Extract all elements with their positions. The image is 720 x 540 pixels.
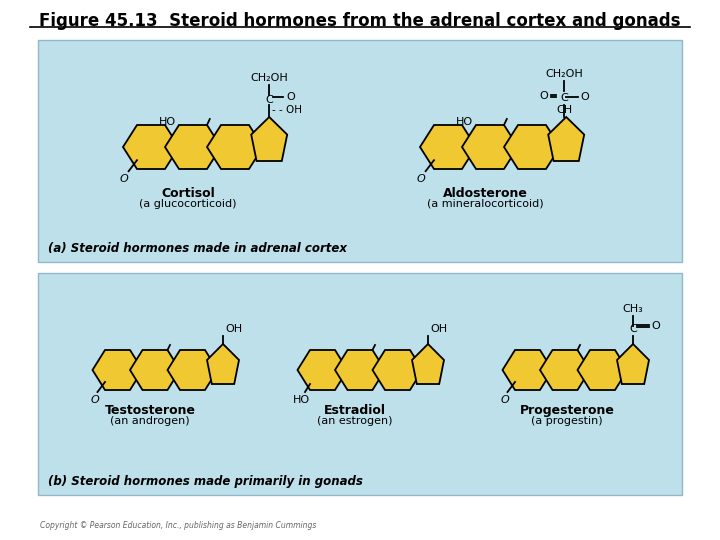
Text: (a mineralocorticoid): (a mineralocorticoid) <box>427 199 544 209</box>
Text: O: O <box>91 395 99 405</box>
Polygon shape <box>123 125 179 169</box>
Text: CH₂OH: CH₂OH <box>251 73 288 83</box>
Polygon shape <box>504 125 560 169</box>
Polygon shape <box>462 125 518 169</box>
Text: Testosterone: Testosterone <box>104 404 196 417</box>
Text: O: O <box>500 395 509 405</box>
Text: - - OH: - - OH <box>272 105 302 115</box>
Text: HO: HO <box>293 395 310 405</box>
Text: O: O <box>417 174 426 185</box>
Polygon shape <box>168 350 217 390</box>
Polygon shape <box>577 350 628 390</box>
Polygon shape <box>130 350 180 390</box>
Text: CH₂OH: CH₂OH <box>545 69 583 79</box>
Polygon shape <box>548 117 584 161</box>
Polygon shape <box>503 350 552 390</box>
Polygon shape <box>165 125 221 169</box>
Text: C: C <box>629 324 637 334</box>
Text: Cortisol: Cortisol <box>161 187 215 200</box>
Text: Copyright © Pearson Education, Inc., publishing as Benjamin Cummings: Copyright © Pearson Education, Inc., pub… <box>40 521 316 530</box>
Polygon shape <box>412 344 444 384</box>
Polygon shape <box>617 344 649 384</box>
Text: (an estrogen): (an estrogen) <box>318 416 392 426</box>
Text: CH: CH <box>556 105 572 115</box>
Text: (a progestin): (a progestin) <box>531 416 603 426</box>
Polygon shape <box>372 350 423 390</box>
Text: C: C <box>560 93 568 103</box>
Text: (an androgen): (an androgen) <box>110 416 190 426</box>
Text: (b) Steroid hormones made primarily in gonads: (b) Steroid hormones made primarily in g… <box>48 475 363 488</box>
Polygon shape <box>251 117 287 161</box>
Text: C: C <box>266 95 273 105</box>
FancyBboxPatch shape <box>38 273 682 495</box>
Text: O: O <box>539 91 548 101</box>
Text: O: O <box>120 174 129 185</box>
Text: (a) Steroid hormones made in adrenal cortex: (a) Steroid hormones made in adrenal cor… <box>48 242 347 255</box>
Text: OH: OH <box>225 324 242 334</box>
Polygon shape <box>207 344 239 384</box>
Text: (a glucocorticoid): (a glucocorticoid) <box>139 199 237 209</box>
Text: O: O <box>651 321 660 331</box>
Polygon shape <box>335 350 385 390</box>
Polygon shape <box>420 125 476 169</box>
Text: O: O <box>580 92 589 102</box>
Text: O: O <box>287 92 295 102</box>
Text: HO: HO <box>456 117 473 127</box>
Text: Aldosterone: Aldosterone <box>443 187 528 200</box>
Text: HO: HO <box>159 117 176 127</box>
Text: CH₃: CH₃ <box>623 304 644 314</box>
Text: OH: OH <box>430 324 447 334</box>
Text: Estradiol: Estradiol <box>324 404 386 417</box>
Polygon shape <box>207 125 263 169</box>
Polygon shape <box>92 350 143 390</box>
Polygon shape <box>540 350 590 390</box>
Polygon shape <box>297 350 348 390</box>
FancyBboxPatch shape <box>38 40 682 262</box>
Text: Progesterone: Progesterone <box>520 404 614 417</box>
Text: Figure 45.13  Steroid hormones from the adrenal cortex and gonads: Figure 45.13 Steroid hormones from the a… <box>40 12 680 30</box>
